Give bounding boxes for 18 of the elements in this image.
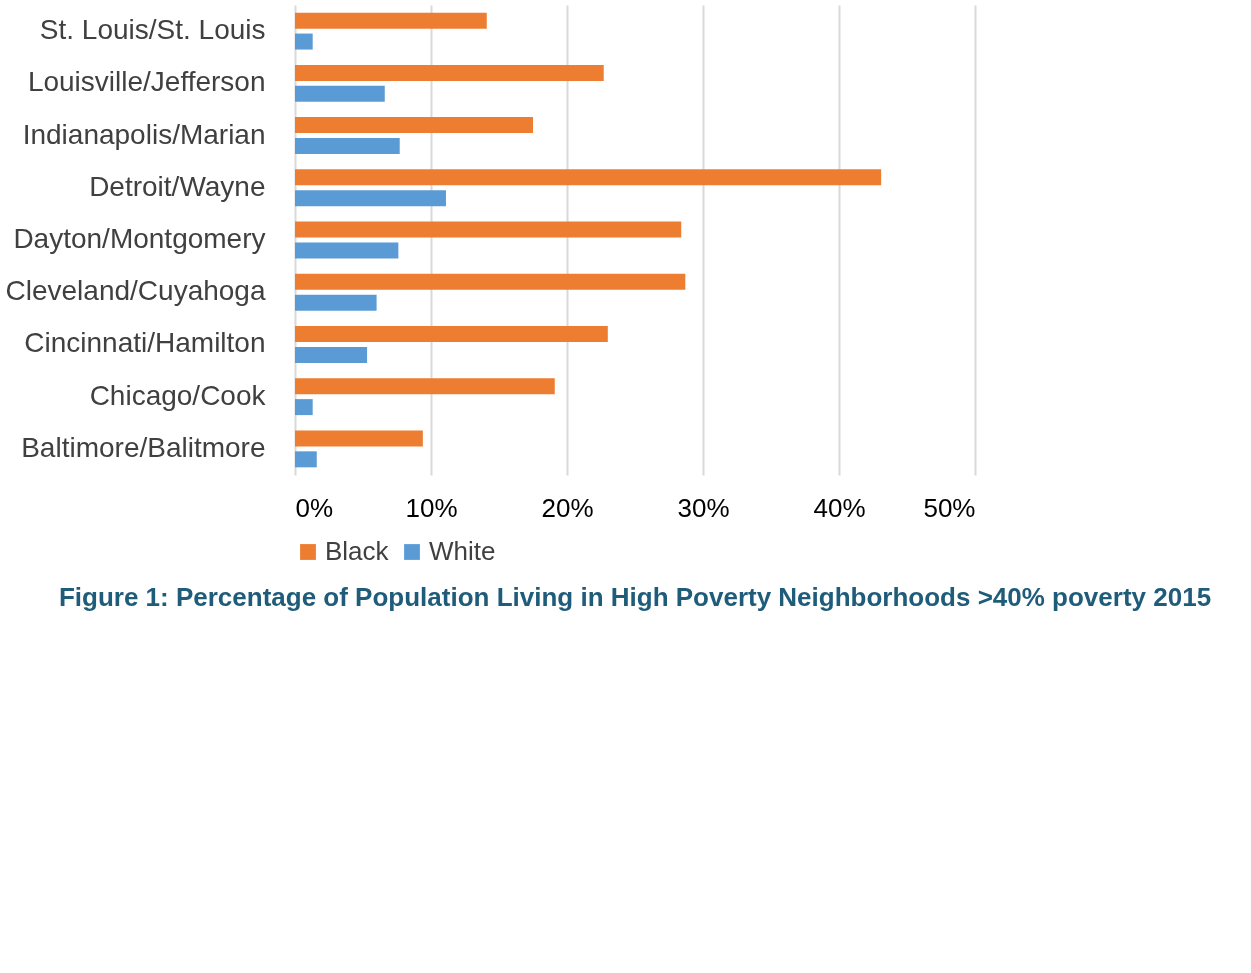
- y-tick-label: Chicago/Cook: [89, 379, 267, 411]
- x-tick-label: 50%: [923, 492, 976, 523]
- legend-label: White: [429, 536, 496, 566]
- x-tick-label: 40%: [813, 492, 866, 523]
- x-tick-label: 20%: [541, 492, 594, 523]
- x-tick-label: 30%: [677, 492, 730, 523]
- legend-label: Black: [325, 536, 390, 566]
- y-tick-label: Louisville/Jefferson: [27, 66, 266, 98]
- y-tick-label: Baltimore/Balitmore: [21, 431, 266, 463]
- x-tick-label: 0%: [295, 492, 334, 523]
- y-tick-label: Cincinnati/Hamilton: [24, 327, 266, 359]
- x-tick-label: 10%: [405, 492, 458, 523]
- y-tick-label: Detroit/Wayne: [89, 170, 266, 202]
- y-tick-label: Cleveland/Cuyahoga: [5, 275, 266, 307]
- y-tick-label: Indianapolis/Marian: [22, 118, 266, 150]
- text: Figure 1: Percentage of Population Living in High Poverty Neighborhoods >40% poverty 2015: [58, 582, 1212, 612]
- y-tick-label: St. Louis/St. Louis: [39, 14, 266, 46]
- y-tick-label: Dayton/Montgomery: [13, 223, 266, 254]
